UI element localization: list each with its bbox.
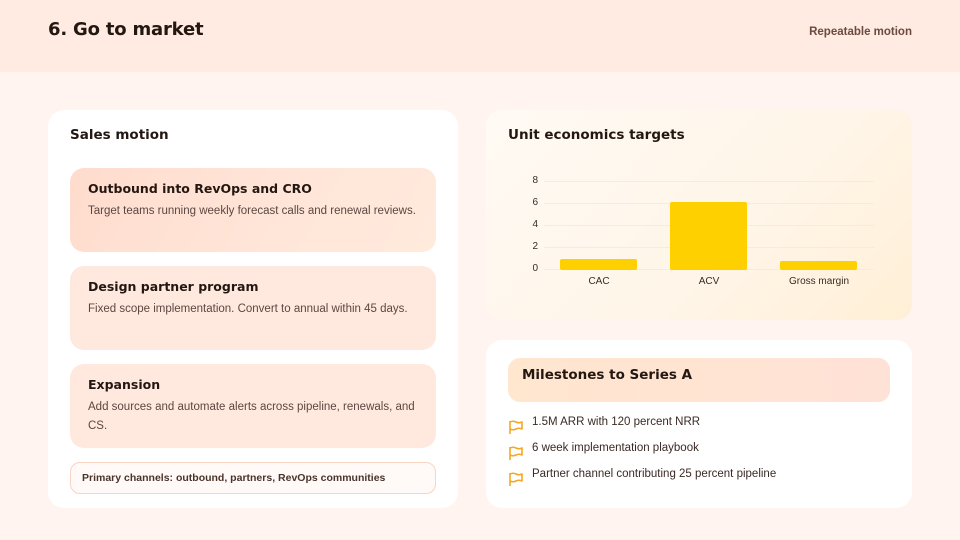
milestones-card: Milestones to Series A 1.5M ARR with 120…	[486, 340, 912, 508]
motion-item-title: Design partner program	[88, 279, 259, 294]
motion-item-expansion: Expansion Add sources and automate alert…	[70, 364, 436, 448]
bar-acv	[670, 202, 747, 270]
y-tick: 6	[532, 197, 538, 208]
motion-item-title: Outbound into RevOps and CRO	[88, 181, 312, 196]
page-title: 6. Go to market	[48, 19, 204, 40]
bar-cac	[560, 259, 637, 270]
flag-icon	[509, 420, 523, 434]
y-tick: 8	[532, 175, 538, 186]
milestone-text: 6 week implementation playbook	[532, 442, 699, 454]
milestones-header: Milestones to Series A	[508, 358, 890, 402]
bar-gross-margin	[780, 261, 857, 270]
flag-icon	[509, 446, 523, 460]
x-tick: CAC	[588, 276, 610, 287]
motion-item-title: Expansion	[88, 377, 161, 392]
x-tick: Gross margin	[788, 276, 849, 287]
primary-channels-note: Primary channels: outbound, partners, Re…	[70, 462, 436, 494]
milestone-text: 1.5M ARR with 120 percent NRR	[532, 416, 701, 428]
x-tick: ACV	[698, 276, 720, 287]
card-title: Sales motion	[70, 127, 169, 143]
unit-economics-card: Unit economics targets 8 6 4 2 0 CAC ACV…	[486, 110, 912, 320]
sales-motion-card: Sales motion Outbound into RevOps and CR…	[48, 110, 458, 508]
y-tick: 0	[532, 263, 538, 274]
milestone-item: 6 week implementation playbook	[508, 442, 888, 462]
motion-item-design-partner: Design partner program Fixed scope imple…	[70, 266, 436, 350]
card-title: Unit economics targets	[508, 127, 685, 143]
motion-item-description: Fixed scope implementation. Convert to a…	[88, 303, 408, 315]
milestone-text: Partner channel contributing 25 percent …	[532, 468, 777, 480]
milestone-item: Partner channel contributing 25 percent …	[508, 468, 888, 488]
flag-icon	[509, 472, 523, 486]
motion-item-description: Target teams running weekly forecast cal…	[88, 205, 416, 217]
y-tick: 2	[532, 241, 538, 252]
gridline	[544, 181, 874, 182]
bar-chart: 8 6 4 2 0 CAC ACV Gross margin	[486, 110, 912, 320]
milestone-item: 1.5M ARR with 120 percent NRR	[508, 416, 888, 436]
y-tick: 4	[532, 219, 538, 230]
page-header: 6. Go to market Repeatable motion	[0, 0, 960, 72]
motion-item-description: Add sources and automate alerts across p…	[88, 401, 415, 432]
milestones-title: Milestones to Series A	[522, 367, 693, 383]
header-tag: Repeatable motion	[809, 26, 912, 38]
motion-item-outbound: Outbound into RevOps and CRO Target team…	[70, 168, 436, 252]
